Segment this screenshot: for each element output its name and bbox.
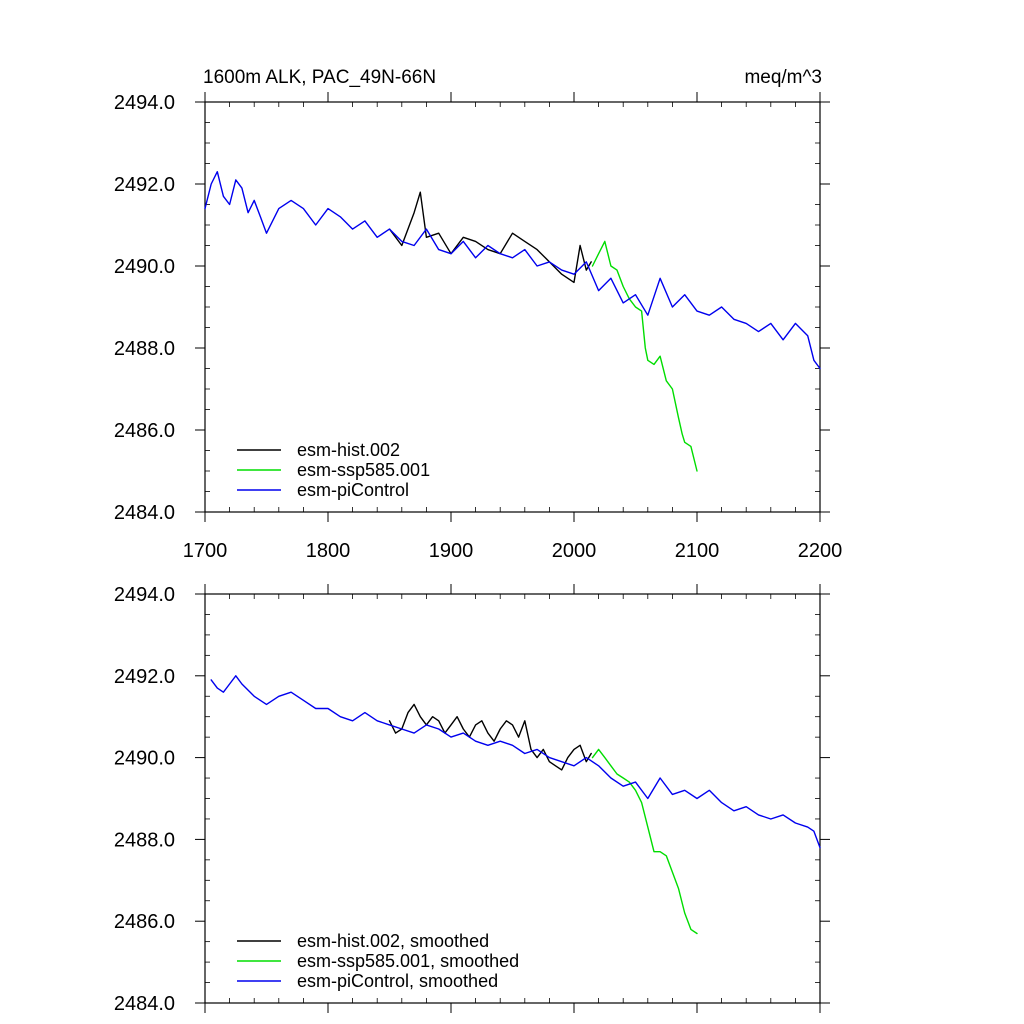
- top-series-line-0: [388, 191, 592, 284]
- top-axes: 2484.0 2486.0 2488.0 2490.0 2492.0 2494.0 1700…: [114, 92, 842, 562]
- top-xtick-label: 2100: [675, 540, 720, 562]
- bottom-series-line-0: [388, 703, 592, 771]
- top-ytick-label: 2494.0: [114, 92, 175, 114]
- bottom-series-line-2: [210, 675, 821, 849]
- top-title-right: meq/m^3: [744, 67, 822, 88]
- bottom-ytick-label: 2484.0: [114, 993, 175, 1015]
- top-ytick-label: 2486.0: [114, 420, 175, 442]
- top-legend-label-2: esm-piControl: [297, 480, 409, 500]
- bottom-axes: 2484.0 2486.0 2488.0 2490.0 2492.0 2494.0: [114, 584, 830, 1015]
- bottom-panel: 2484.0 2486.0 2488.0 2490.0 2492.0 2494.0 esm…: [114, 584, 830, 1015]
- bottom-ytick-label: 2490.0: [114, 748, 175, 770]
- top-series-line-1: [591, 240, 698, 472]
- top-xtick-label: 2200: [798, 540, 843, 562]
- bottom-ytick-label: 2486.0: [114, 911, 175, 933]
- bottom-legend-label-1: esm-ssp585.001, smoothed: [297, 951, 519, 971]
- bottom-ytick-label: 2492.0: [114, 666, 175, 688]
- top-xtick-label: 1900: [429, 540, 474, 562]
- top-panel: 1600m ALK, PAC_49N-66N meq/m^3 2484.0248…: [114, 67, 842, 562]
- top-title-left: 1600m ALK, PAC_49N-66N: [203, 67, 436, 88]
- top-ytick-label: 2484.0: [114, 502, 175, 524]
- top-xtick-label: 2000: [552, 540, 597, 562]
- top-series-group: [204, 171, 821, 472]
- top-ytick-label: 2488.0: [114, 338, 175, 360]
- top-series-line-2: [204, 171, 821, 370]
- bottom-legend-label-2: esm-piControl, smoothed: [297, 971, 498, 991]
- bottom-ytick-label: 2488.0: [114, 829, 175, 851]
- top-legend-label-1: esm-ssp585.001: [297, 460, 430, 480]
- top-ytick-label: 2490.0: [114, 256, 175, 278]
- top-ytick-label: 2492.0: [114, 174, 175, 196]
- top-xtick-label: 1800: [306, 540, 351, 562]
- bottom-ytick-label: 2494.0: [114, 584, 175, 606]
- top-legend-label-0: esm-hist.002: [297, 440, 400, 460]
- bottom-series-line-1: [591, 748, 698, 935]
- bottom-series-group: [210, 675, 821, 935]
- bottom-legend-label-0: esm-hist.002, smoothed: [297, 931, 489, 951]
- top-xtick-label: 1700: [183, 540, 228, 562]
